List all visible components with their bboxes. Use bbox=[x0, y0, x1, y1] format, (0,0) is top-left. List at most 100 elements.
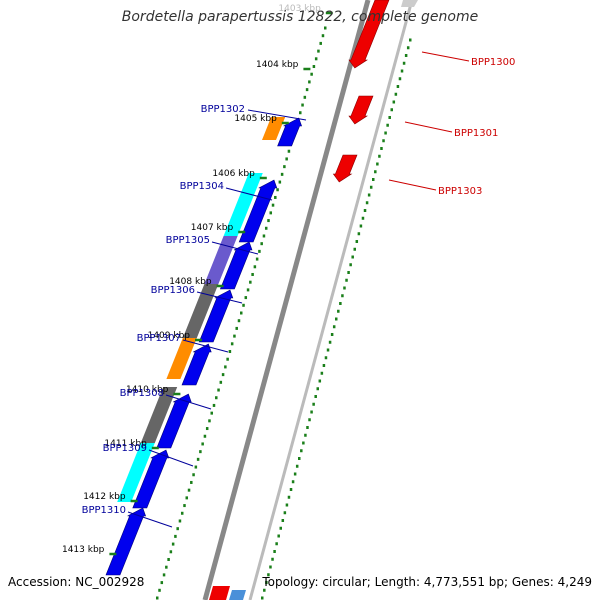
backbone-line-outer bbox=[248, 0, 414, 600]
reverse-gene-label: BPP1300 bbox=[471, 57, 515, 68]
gc-dot-outer bbox=[335, 317, 338, 321]
forward-gene-label: BPP1309 bbox=[103, 443, 147, 454]
forward-gene-label: BPP1302 bbox=[201, 104, 245, 115]
gc-dot-outer bbox=[293, 472, 297, 476]
gc-dot-inner bbox=[158, 588, 161, 592]
gc-dot-inner bbox=[285, 157, 288, 161]
gc-dot-inner bbox=[317, 49, 320, 53]
gc-dot-outer bbox=[363, 209, 367, 212]
forward-gene-leader bbox=[247, 109, 307, 121]
gc-dot-inner bbox=[219, 380, 223, 384]
gc-dot-outer bbox=[279, 526, 282, 530]
gc-dot-inner bbox=[208, 419, 211, 423]
gc-dot-outer bbox=[384, 131, 387, 135]
gc-dot-outer bbox=[376, 162, 379, 166]
reverse-gene-arrow bbox=[348, 95, 374, 125]
tick-label: 1408 kbp bbox=[169, 277, 212, 287]
gc-dot-outer bbox=[287, 495, 291, 499]
gc-dot-inner bbox=[271, 203, 275, 207]
tick-label: 1412 kbp bbox=[83, 492, 126, 502]
gc-dot-inner bbox=[314, 57, 318, 61]
forward-gene-arrow bbox=[156, 393, 192, 449]
forward-strand-track bbox=[105, 117, 303, 600]
gc-dot-outer bbox=[396, 85, 400, 88]
forward-gene-label: BPP1307 bbox=[137, 333, 181, 344]
gc-dot-outer bbox=[386, 123, 389, 127]
gc-dot-outer bbox=[367, 193, 371, 197]
accession-text: Accession: NC_002928 bbox=[8, 575, 145, 589]
cog-block bbox=[204, 236, 238, 284]
cog-block bbox=[262, 117, 286, 140]
gc-dot-inner bbox=[251, 272, 254, 276]
tick-label: 1413 kbp bbox=[62, 545, 105, 555]
gc-dot-outer bbox=[392, 100, 396, 104]
gc-dot-inner bbox=[255, 257, 259, 261]
gc-dot-inner bbox=[242, 303, 245, 307]
gc-dot-inner bbox=[324, 26, 327, 30]
gc-dot-inner bbox=[192, 473, 195, 477]
gc-dot-inner bbox=[171, 542, 175, 546]
gc-dot-outer bbox=[380, 147, 383, 150]
gc-dot-inner bbox=[310, 72, 313, 76]
cog-block bbox=[223, 173, 263, 236]
gc-dot-inner bbox=[176, 527, 179, 531]
tick-label: 1411 kbp bbox=[104, 439, 147, 449]
gc-dot-inner bbox=[178, 519, 182, 523]
gc-dot-outer bbox=[302, 441, 305, 445]
gc-dot-outer bbox=[310, 410, 313, 414]
tick-marks: 1403 kbp 1404 kbp 1405 kbp 1406 kbp 1407 kbp… bbox=[62, 4, 333, 556]
gc-dot-inner bbox=[312, 65, 316, 69]
gc-dot-outer bbox=[328, 340, 332, 344]
gc-dot-outer bbox=[341, 294, 344, 298]
gc-dot-inner bbox=[196, 457, 200, 461]
gc-dot-outer bbox=[361, 216, 365, 220]
gc-dot-outer bbox=[382, 139, 385, 143]
reverse-gene-arrow bbox=[332, 154, 358, 183]
gc-dot-outer bbox=[372, 178, 375, 181]
forward-gene-arrow bbox=[238, 179, 278, 243]
gc-dot-inner bbox=[162, 573, 166, 577]
gc-dot-outer bbox=[353, 247, 356, 251]
gc-dot-outer bbox=[316, 387, 319, 391]
gc-dot-inner bbox=[185, 496, 189, 500]
tick-label: 1404 kbp bbox=[256, 60, 299, 70]
gc-dot-outer bbox=[324, 356, 328, 360]
gc-dot-outer bbox=[271, 557, 274, 561]
gc-dot-inner bbox=[212, 403, 216, 407]
gc-dot-outer bbox=[332, 325, 336, 329]
reverse-gene-leader bbox=[421, 51, 470, 62]
forward-gene-arrow bbox=[219, 241, 253, 290]
forward-gene-leader bbox=[211, 241, 259, 255]
reverse-gene-arrow-partial bbox=[209, 586, 230, 600]
gc-dot-inner bbox=[217, 388, 220, 392]
gc-dot-outer bbox=[318, 379, 322, 383]
gc-dot-inner bbox=[280, 172, 284, 176]
gc-dot-inner bbox=[203, 434, 207, 438]
gc-dot-inner bbox=[264, 226, 268, 230]
gc-dot-outer bbox=[267, 573, 270, 577]
gc-dot-inner bbox=[228, 350, 232, 354]
gc-dot-inner bbox=[260, 242, 263, 246]
reverse-gene-label: BPP1303 bbox=[438, 186, 482, 197]
gc-dot-outer bbox=[322, 364, 326, 367]
gc-dot-inner bbox=[276, 188, 279, 192]
gc-dot-inner bbox=[253, 265, 257, 269]
gc-dot-inner bbox=[230, 342, 234, 346]
gc-dot-outer bbox=[298, 457, 301, 460]
reverse-gene-leader bbox=[404, 121, 453, 133]
gc-dot-outer bbox=[406, 46, 410, 50]
gc-dot-outer bbox=[265, 581, 268, 584]
gc-dot-inner bbox=[240, 311, 243, 315]
gc-dot-outer bbox=[275, 542, 278, 546]
forward-gene-label: BPP1304 bbox=[180, 181, 224, 192]
gc-dot-inner bbox=[262, 234, 266, 238]
gc-dot-outer bbox=[359, 224, 363, 228]
forward-gene-leader bbox=[196, 291, 243, 304]
gc-dot-outer bbox=[283, 511, 287, 515]
genome-summary: Topology: circular; Length: 4,773,551 bp… bbox=[262, 575, 592, 589]
gc-dot-outer bbox=[304, 433, 307, 437]
gc-dot-outer bbox=[285, 503, 289, 507]
gc-dot-outer bbox=[312, 402, 315, 406]
gc-dot-inner bbox=[224, 365, 227, 369]
